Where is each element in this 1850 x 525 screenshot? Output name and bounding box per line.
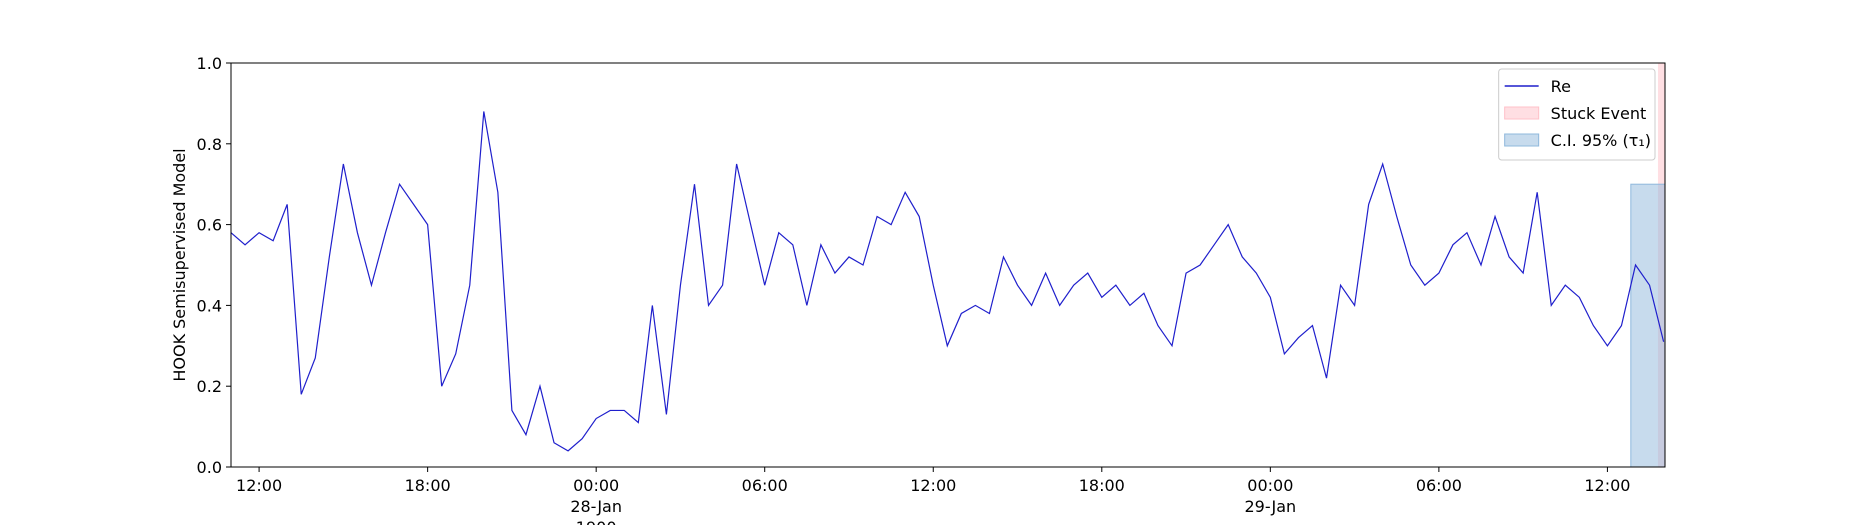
legend-swatch (1504, 106, 1540, 120)
x-tick-label: 06:00 (742, 476, 788, 495)
x-tick-label: 18:00 (405, 476, 451, 495)
legend-label: Re (1551, 77, 1571, 96)
y-tick-label: 1.0 (197, 54, 222, 73)
x-tick-label: 12:00 (1584, 476, 1630, 495)
y-tick-label: 0.4 (197, 296, 222, 315)
data-line (230, 111, 1665, 452)
y-tick-label: 0.8 (197, 135, 222, 154)
x-tick-label: 06:00 (1416, 476, 1462, 495)
x-tick-label: 18:00 (1079, 476, 1125, 495)
legend-label: C.I. 95% (τ₁) (1551, 131, 1651, 150)
plot-frame (230, 62, 1666, 468)
legend-label: Stuck Event (1551, 104, 1647, 123)
x-tick-label: 12:00 (236, 476, 282, 495)
x-tick-label: 00:00 29-Jan (1244, 476, 1296, 516)
y-tick-label: 0.2 (197, 377, 222, 396)
y-tick-label: 0.0 (197, 458, 222, 477)
y-tick-label: 0.6 (197, 216, 222, 235)
legend: Re Stuck Event C.I. 95% (τ₁) (1498, 68, 1656, 161)
y-axis-label: HOOK Semisupervised Model (170, 148, 189, 381)
x-tick-label: 12:00 (910, 476, 956, 495)
legend-swatch (1504, 133, 1540, 147)
